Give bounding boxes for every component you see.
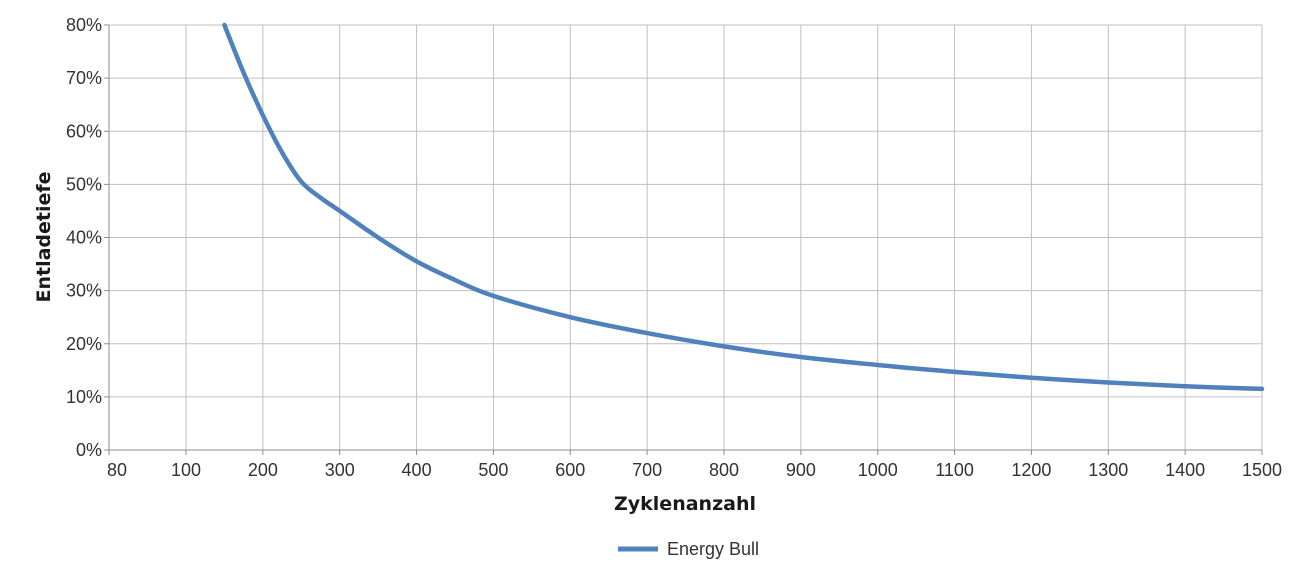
x-tick-label: 80 <box>107 460 127 480</box>
x-tick-label: 600 <box>555 460 585 480</box>
y-tick-label: 10% <box>66 387 102 407</box>
x-tick-label: 500 <box>478 460 508 480</box>
legend: Energy Bull <box>618 539 759 559</box>
x-tick-label: 1400 <box>1165 460 1205 480</box>
y-tick-labels: 0% 10% 20% 30% 40% 50% 60% 70% 80% <box>66 15 102 460</box>
y-axis-title: Entladetiefe <box>33 171 55 302</box>
axes <box>104 24 1263 455</box>
x-tick-label: 200 <box>248 460 278 480</box>
y-tick-label: 60% <box>66 121 102 141</box>
y-tick-label: 40% <box>66 228 102 248</box>
x-tick-label: 1300 <box>1088 460 1128 480</box>
x-tick-label: 1000 <box>858 460 898 480</box>
x-tick-label: 900 <box>786 460 816 480</box>
x-axis-title: Zyklenanzahl <box>614 493 756 515</box>
x-tick-label: 300 <box>325 460 355 480</box>
y-tick-label: 80% <box>66 15 102 35</box>
y-tick-label: 20% <box>66 334 102 354</box>
series-line-energy-bull <box>222 22 1265 392</box>
x-tick-label: 1100 <box>935 460 974 480</box>
y-tick-label: 30% <box>66 281 102 301</box>
y-tick-label: 50% <box>66 174 102 194</box>
x-tick-label: 800 <box>709 460 739 480</box>
x-tick-label: 400 <box>402 460 432 480</box>
y-tick-label: 0% <box>76 440 102 460</box>
x-tick-label: 1500 <box>1242 460 1282 480</box>
series-layer <box>222 22 1265 392</box>
x-tick-label: 100 <box>171 460 201 480</box>
x-tick-label: 1200 <box>1011 460 1051 480</box>
x-tick-labels: 80 100 200 300 400 500 600 700 800 900 1000 1100 120… <box>107 460 1282 480</box>
legend-label-energy-bull: Energy Bull <box>667 539 759 559</box>
grid-lines <box>109 24 1263 451</box>
x-tick-label: 700 <box>632 460 662 480</box>
y-tick-label: 70% <box>66 68 102 88</box>
